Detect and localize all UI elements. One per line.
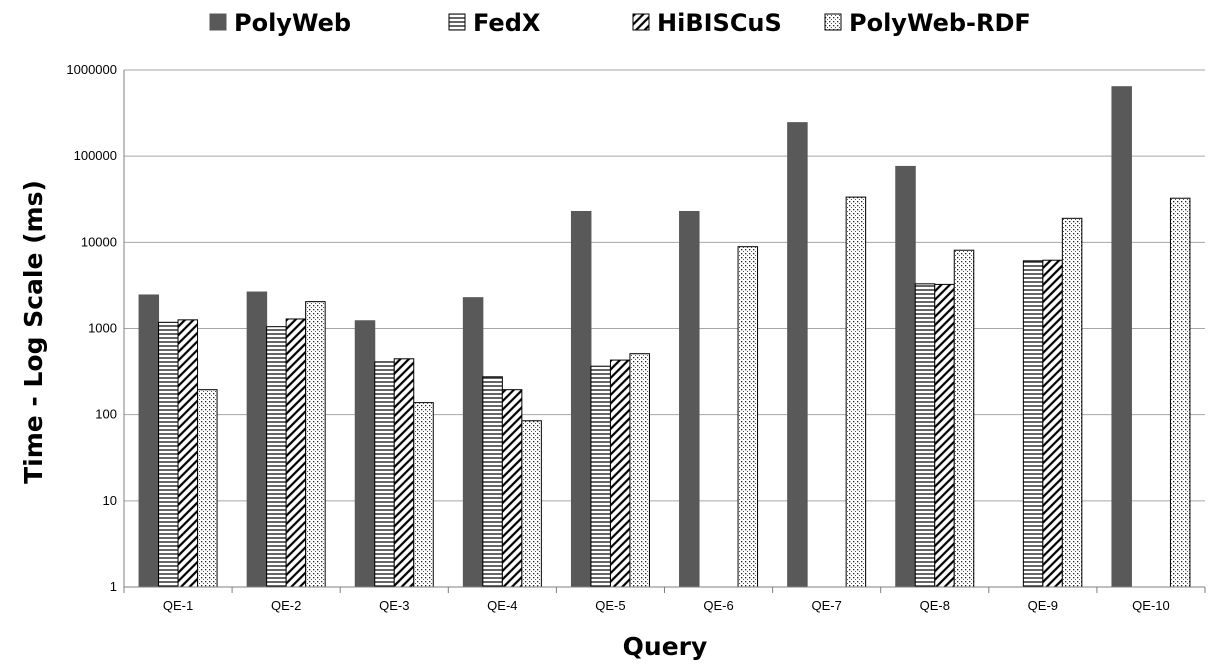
x-tick-label: QE-7	[811, 598, 841, 613]
bar-polyweb-rdf	[197, 389, 218, 588]
bar-polyweb-rdf	[1169, 197, 1191, 588]
bar-polyweb-rdf	[413, 402, 434, 588]
bar-polyweb	[570, 210, 592, 588]
x-tick-label: QE-5	[595, 598, 625, 613]
bar-fedx	[158, 321, 179, 588]
legend-label: FedX	[473, 9, 541, 37]
x-tick-label: QE-2	[271, 598, 301, 613]
x-tick-label: QE-8	[920, 598, 950, 613]
bar-fedx	[482, 376, 503, 588]
x-tick-label: QE-1	[163, 598, 193, 613]
y-tick-label: 1000000	[66, 62, 117, 77]
y-tick-label: 100000	[74, 148, 117, 163]
bar-polyweb-rdf	[305, 301, 326, 588]
x-tick-label: QE-9	[1028, 598, 1058, 613]
bar-polyweb-rdf	[953, 249, 975, 588]
bar-fedx	[374, 361, 395, 588]
bar-fedx	[1022, 260, 1044, 588]
legend-swatch	[448, 13, 466, 31]
bar-polyweb-rdf	[521, 420, 542, 588]
bar-polyweb-rdf	[629, 353, 650, 588]
bar-hibiscus	[285, 318, 307, 588]
legend-swatch	[632, 13, 650, 31]
bar-fedx	[914, 283, 936, 588]
bar-fedx	[266, 326, 287, 588]
y-tick-label: 10	[103, 493, 117, 508]
bar-polyweb	[138, 294, 160, 588]
y-tick-label: 1	[110, 579, 117, 594]
bar-polyweb-rdf	[1061, 217, 1083, 588]
bar-polyweb-rdf	[737, 246, 759, 588]
x-tick-label: QE-3	[379, 598, 409, 613]
chart-legend: PolyWeb FedX HiBISCuS PolyWeb-RDF	[209, 9, 1031, 37]
legend-swatch	[824, 13, 842, 31]
bar-hibiscus	[501, 389, 523, 588]
bar-polyweb-rdf	[845, 196, 867, 588]
y-tick-label: 1000	[88, 321, 117, 336]
bar-polyweb	[679, 210, 700, 588]
bar-hibiscus	[1042, 259, 1063, 588]
legend-label: PolyWeb-RDF	[849, 9, 1031, 37]
bar-polyweb	[787, 122, 808, 588]
x-axis-title: Query	[623, 632, 708, 661]
legend-label: PolyWeb	[234, 9, 351, 37]
legend-label: HiBISCuS	[657, 9, 782, 37]
y-axis-title: Time - Log Scale (ms)	[19, 180, 48, 484]
bar-polyweb	[354, 320, 376, 588]
bar-polyweb	[246, 291, 268, 588]
bar-polyweb	[895, 165, 916, 588]
bars	[138, 86, 1191, 588]
bar-polyweb	[462, 297, 484, 588]
legend-swatch	[209, 13, 227, 31]
bar-hibiscus	[393, 358, 415, 588]
y-tick-label: 100	[95, 407, 117, 422]
bar-hibiscus	[934, 283, 955, 588]
x-tick-label: QE-4	[487, 598, 517, 613]
y-tick-label: 10000	[81, 234, 117, 249]
bar-polyweb	[1111, 86, 1132, 588]
axes: QE-1 QE-2 QE-3 QE-4 QE-5 QE-6 QE-7 QE-8 QE-9 QE-1…	[123, 70, 1206, 613]
bar-hibiscus	[177, 319, 199, 588]
x-tick-label: QE-6	[703, 598, 733, 613]
bar-fedx	[590, 365, 611, 588]
bar-hibiscus	[609, 359, 631, 588]
x-tick-label: QE-10	[1132, 598, 1170, 613]
